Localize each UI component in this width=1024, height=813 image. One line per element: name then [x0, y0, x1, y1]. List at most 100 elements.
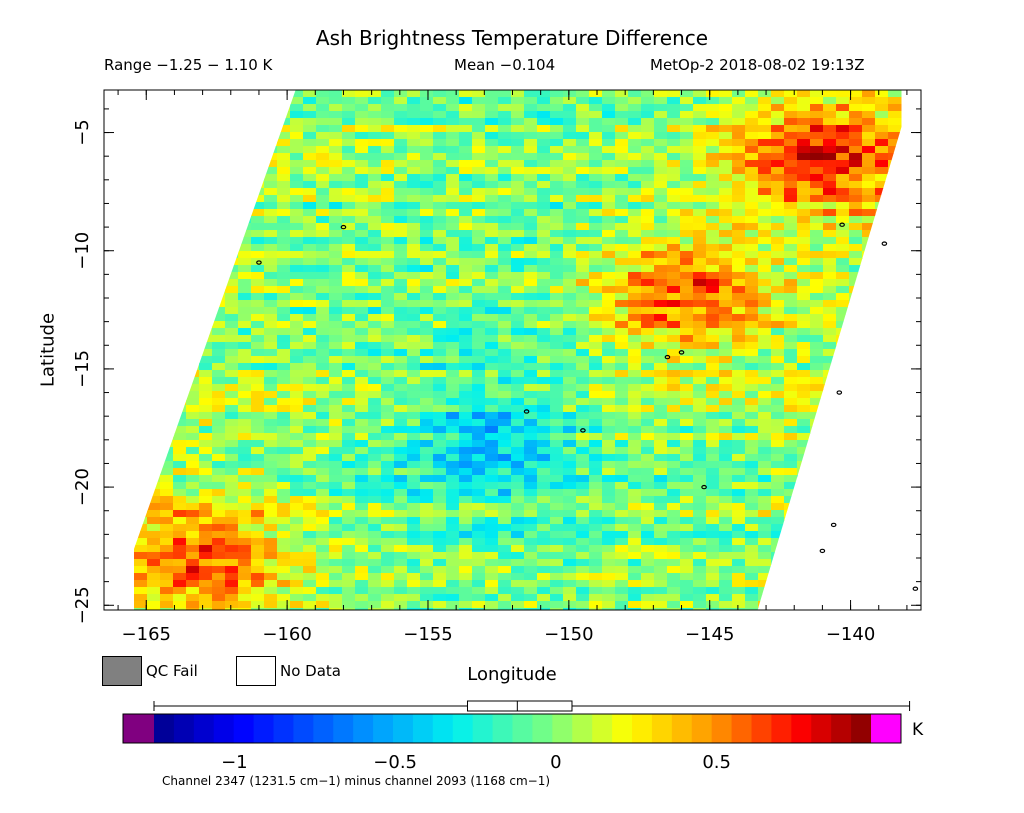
swath-cell — [693, 503, 707, 511]
swath-cell — [134, 384, 148, 392]
swath-cell — [316, 132, 330, 140]
swath-cell — [342, 587, 356, 595]
swath-cell — [732, 195, 746, 203]
swath-cell — [381, 601, 395, 609]
swath-cell — [446, 132, 460, 140]
swath-cell — [810, 209, 824, 217]
swath-cell — [706, 447, 720, 455]
swath-cell — [563, 566, 577, 574]
swath-cell — [797, 573, 811, 581]
swath-cell — [420, 573, 434, 581]
swath-cell — [342, 272, 356, 280]
swath-cell — [888, 160, 902, 168]
swath-cell — [485, 223, 499, 231]
swath-cell — [407, 384, 421, 392]
y-tick-label: −15 — [72, 350, 93, 388]
swath-cell — [186, 545, 200, 553]
swath-cell — [563, 132, 577, 140]
swath-cell — [355, 405, 369, 413]
swath-cell — [329, 174, 343, 182]
swath-cell — [342, 167, 356, 175]
swath-cell — [602, 265, 616, 273]
swath-cell — [342, 160, 356, 168]
swath-cell — [381, 503, 395, 511]
swath-cell — [875, 426, 889, 434]
swath-cell — [472, 230, 486, 238]
swath-cell — [199, 132, 213, 140]
swath-cell — [238, 566, 252, 574]
swath-cell — [615, 181, 629, 189]
swath-cell — [784, 272, 798, 280]
swath-cell — [693, 468, 707, 476]
swath-cell — [589, 300, 603, 308]
colorbar-under-swatch — [123, 714, 154, 743]
swath-cell — [381, 244, 395, 252]
swath-cell — [706, 566, 720, 574]
island-outline — [836, 390, 843, 395]
swath-cell — [134, 468, 148, 476]
swath-cell — [693, 545, 707, 553]
swath-cell — [355, 202, 369, 210]
swath-cell — [186, 349, 200, 357]
swath-cell — [212, 377, 226, 385]
swath-cell — [810, 496, 824, 504]
swath-cell — [849, 447, 863, 455]
swath-cell — [849, 265, 863, 273]
swath-cell — [732, 391, 746, 399]
swath-cell — [485, 440, 499, 448]
swath-cell — [407, 475, 421, 483]
swath-cell — [420, 405, 434, 413]
swath-cell — [641, 531, 655, 539]
swath-cell — [849, 531, 863, 539]
swath-cell — [732, 377, 746, 385]
swath-cell — [446, 489, 460, 497]
swath-cell — [524, 349, 538, 357]
swath-cell — [628, 244, 642, 252]
swath-cell — [615, 265, 629, 273]
swath-cell — [810, 468, 824, 476]
swath-cell — [589, 440, 603, 448]
swath-cell — [836, 454, 850, 462]
swath-cell — [459, 573, 473, 581]
swath-cell — [615, 160, 629, 168]
swath-cell — [563, 209, 577, 217]
swath-cell — [433, 146, 447, 154]
swath-cell — [589, 160, 603, 168]
swath-cell — [719, 377, 733, 385]
swath-cell — [420, 566, 434, 574]
swath-cell — [147, 356, 161, 364]
swath-cell — [459, 230, 473, 238]
swath-cell — [277, 580, 291, 588]
swath-cell — [173, 398, 187, 406]
swath-cell — [706, 356, 720, 364]
swath-cell — [875, 377, 889, 385]
swath-cell — [251, 552, 265, 560]
swath-cell — [732, 272, 746, 280]
swath-cell — [862, 104, 876, 112]
swath-cell — [277, 503, 291, 511]
colorbar-step — [592, 714, 613, 743]
swath-cell — [303, 405, 317, 413]
swath-cell — [667, 181, 681, 189]
swath-cell — [316, 342, 330, 350]
swath-cell — [472, 293, 486, 301]
swath-cell — [446, 475, 460, 483]
swath-cell — [290, 300, 304, 308]
swath-cell — [251, 195, 265, 203]
swath-cell — [576, 398, 590, 406]
swath-cell — [238, 244, 252, 252]
swath-cell — [537, 377, 551, 385]
swath-cell — [667, 230, 681, 238]
swath-cell — [212, 258, 226, 266]
swath-cell — [212, 426, 226, 434]
swath-cell — [342, 300, 356, 308]
swath-cell — [537, 475, 551, 483]
swath-cell — [784, 419, 798, 427]
swath-cell — [329, 566, 343, 574]
swath-cell — [199, 496, 213, 504]
swath-cell — [875, 356, 889, 364]
swath-cell — [797, 195, 811, 203]
swath-cell — [693, 216, 707, 224]
swath-cell — [459, 272, 473, 280]
island-outline — [912, 586, 919, 591]
